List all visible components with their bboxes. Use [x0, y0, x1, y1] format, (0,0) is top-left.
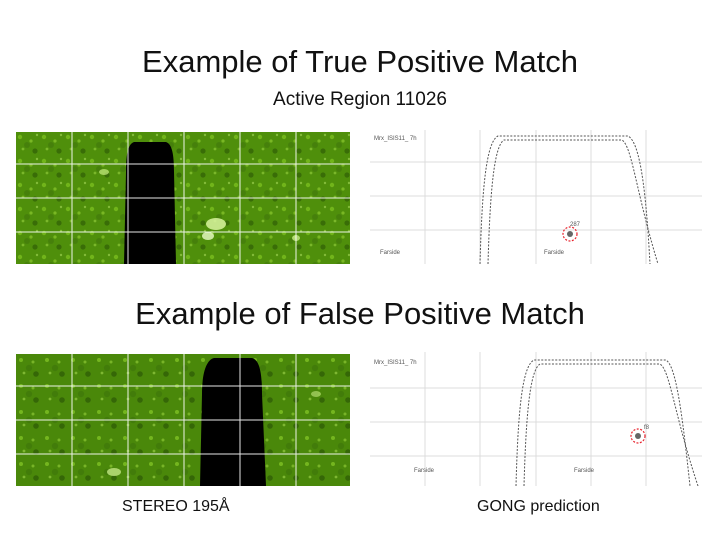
farside-label-right: Farside: [544, 250, 565, 256]
match-circle: [562, 226, 578, 242]
region-label: f8: [644, 425, 650, 431]
farside-label: Farside: [414, 468, 435, 474]
stereo-image-false: [16, 354, 350, 486]
region-label: 287: [570, 222, 581, 228]
gong-header-label: Mrx_ISIS11_ 7h: [374, 360, 417, 366]
gong-header-label: Mrx_ISIS11_ 7h: [374, 136, 417, 142]
mask-shape: [200, 358, 266, 486]
farside-label: Farside: [380, 250, 401, 256]
active-region-subtitle: Active Region 11026: [273, 89, 447, 110]
false-positive-title: Example of False Positive Match: [135, 296, 585, 331]
gong-prediction-false: Mrx_ISIS11_ 7h Farside Farside f8: [370, 352, 702, 486]
region-dot: [567, 231, 573, 237]
region-dot: [635, 433, 641, 439]
stereo-image-true: [16, 132, 350, 264]
stereo-caption: STEREO 195Å: [122, 498, 230, 515]
true-positive-title: Example of True Positive Match: [142, 44, 578, 79]
mask-shape: [124, 142, 176, 264]
gong-caption: GONG prediction: [477, 498, 600, 515]
farside-label-right: Farside: [574, 468, 595, 474]
gong-prediction-true: Mrx_ISIS11_ 7h Farside Farside 287: [370, 130, 702, 264]
match-circle: [630, 428, 646, 444]
